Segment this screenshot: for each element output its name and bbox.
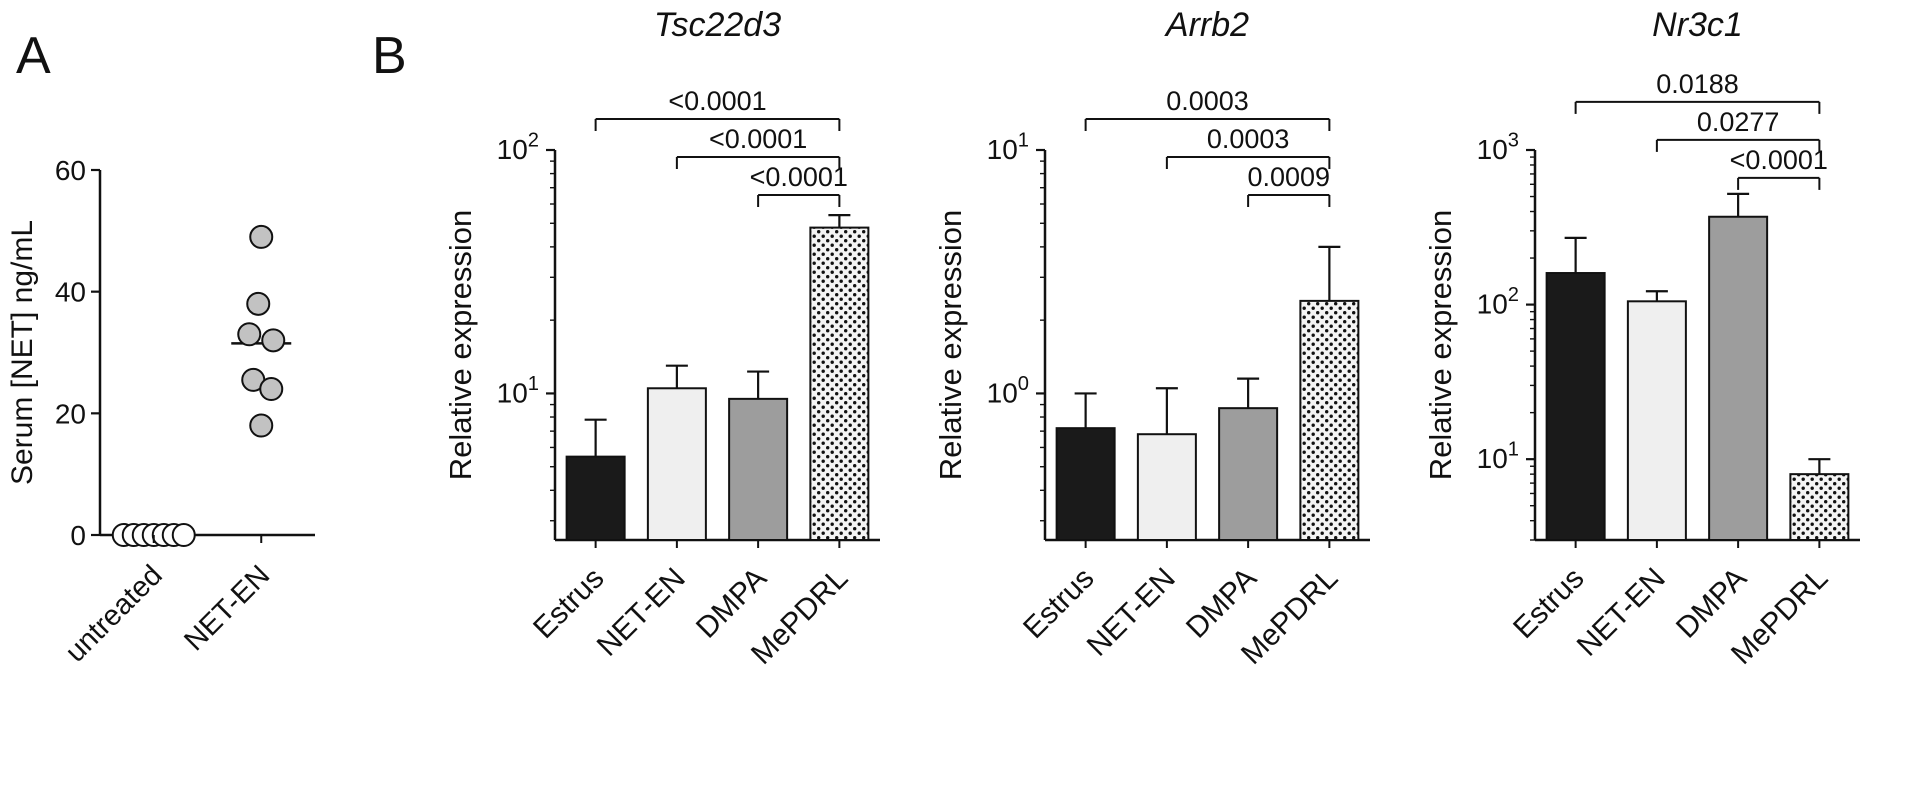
significance-label: 0.0003 <box>1207 124 1290 154</box>
bar-estrus <box>565 455 626 541</box>
bar-dmpa <box>728 397 789 541</box>
significance-label: <0.0001 <box>668 86 766 116</box>
y-axis-label: Relative expression <box>933 210 968 481</box>
data-point-filled <box>237 322 262 347</box>
bar-estrus <box>1545 272 1606 541</box>
significance-label: <0.0001 <box>1730 145 1828 175</box>
data-point-open <box>171 523 196 547</box>
data-point-filled <box>246 291 271 316</box>
significance-label: <0.0001 <box>709 124 807 154</box>
bar-mepdrl <box>1299 299 1360 541</box>
bar-net-en <box>1136 433 1197 541</box>
bar-net-en <box>646 387 707 541</box>
y-tick-label: 101 <box>1477 439 1519 475</box>
y-tick-label: 101 <box>497 373 539 409</box>
y-axis-label: Relative expression <box>443 210 478 481</box>
y-tick-label: 60 <box>55 155 86 186</box>
data-point-filled <box>249 224 274 249</box>
panel-b-label: B <box>372 27 407 85</box>
y-axis-label: Serum [NET] ng/mL <box>6 220 39 485</box>
significance-label: 0.0188 <box>1656 69 1739 99</box>
x-tick-label: NET-EN <box>1081 562 1182 663</box>
panel-a-label: A <box>16 27 51 85</box>
y-tick-label: 0 <box>70 520 86 551</box>
bar-mepdrl <box>809 226 870 542</box>
y-tick-label: 102 <box>1477 284 1519 320</box>
y-tick-label: 40 <box>55 277 86 308</box>
x-tick-label: NET-EN <box>1571 562 1672 663</box>
y-tick-label: 101 <box>987 129 1029 165</box>
x-tick-label: NET-EN <box>591 562 692 663</box>
y-tick-label: 20 <box>55 398 86 429</box>
significance-label: 0.0009 <box>1247 162 1330 192</box>
y-tick-label: 100 <box>987 373 1029 409</box>
chart-title: Nr3c1 <box>1652 6 1743 44</box>
bar-estrus <box>1055 427 1116 541</box>
data-point-filled <box>261 328 286 353</box>
significance-label: 0.0277 <box>1697 107 1780 137</box>
chart-title: Arrb2 <box>1164 6 1249 44</box>
y-tick-label: 103 <box>1477 129 1519 165</box>
y-axis-label: Relative expression <box>1423 210 1458 481</box>
y-tick-label: 102 <box>497 129 539 165</box>
significance-label: 0.0003 <box>1166 86 1249 116</box>
bar-net-en <box>1626 300 1687 541</box>
significance-label: <0.0001 <box>750 162 848 192</box>
serum-net-scatter-plot: 0 20 40 60 Serum [NET] ng/mL untreated NET-EN <box>6 155 315 669</box>
data-point-filled <box>249 413 274 438</box>
bar-dmpa <box>1708 215 1769 541</box>
x-tick-label: untreated <box>59 559 168 668</box>
data-point-filled <box>259 377 284 401</box>
bar-mepdrl <box>1789 473 1850 541</box>
x-tick-label: NET-EN <box>178 559 276 657</box>
bar-dmpa <box>1218 407 1279 541</box>
chart-title: Tsc22d3 <box>654 6 781 44</box>
